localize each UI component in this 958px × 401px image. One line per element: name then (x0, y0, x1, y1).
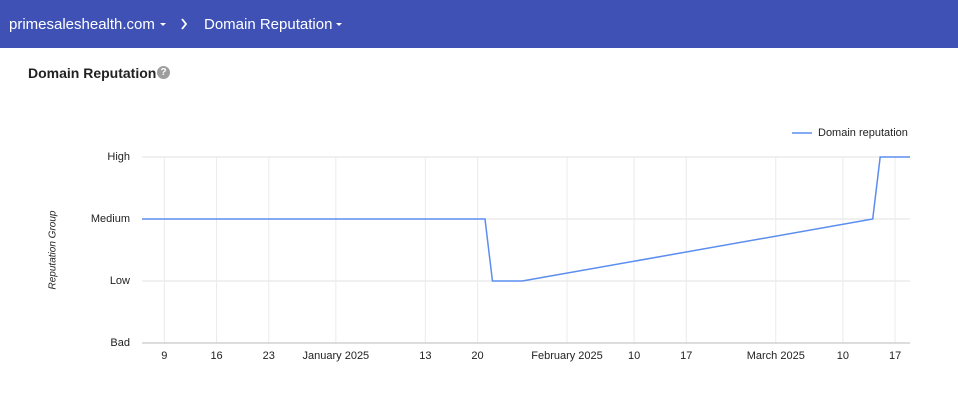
dropdown-caret (336, 23, 342, 26)
y-tick-label: High (107, 151, 130, 163)
x-tick-label: 10 (837, 350, 849, 362)
y-axis-label: Reputation Group (48, 210, 59, 289)
x-tick-label: January 2025 (303, 350, 370, 362)
dashboard-selector[interactable]: Domain Reputation (204, 16, 333, 33)
x-tick-label: 23 (263, 350, 275, 362)
x-tick-label: 16 (210, 350, 222, 362)
x-tick-label: 9 (161, 350, 167, 362)
x-tick-label: 13 (419, 350, 431, 362)
card-title: Domain Reputation (28, 65, 157, 81)
x-tick-label: 20 (471, 350, 483, 362)
help-icon[interactable]: ? (157, 66, 170, 79)
series-line (142, 156, 910, 282)
breadcrumb-separator (181, 18, 188, 30)
legend-label: Domain reputation (818, 127, 908, 139)
top-bar: primesaleshealth.com Domain Reputation (0, 0, 958, 48)
x-tick-label: March 2025 (747, 350, 805, 362)
header-icons (160, 18, 342, 30)
domain-selector[interactable]: primesaleshealth.com (9, 16, 155, 33)
x-tick-label: 10 (628, 350, 640, 362)
y-tick-label: Bad (110, 337, 130, 349)
x-tick-label: 17 (680, 350, 692, 362)
x-tick-label: February 2025 (531, 350, 603, 362)
y-tick-label: Low (110, 275, 130, 287)
x-tick-label: 17 (889, 350, 901, 362)
y-tick-label: Medium (91, 213, 130, 225)
dropdown-caret (160, 23, 166, 26)
